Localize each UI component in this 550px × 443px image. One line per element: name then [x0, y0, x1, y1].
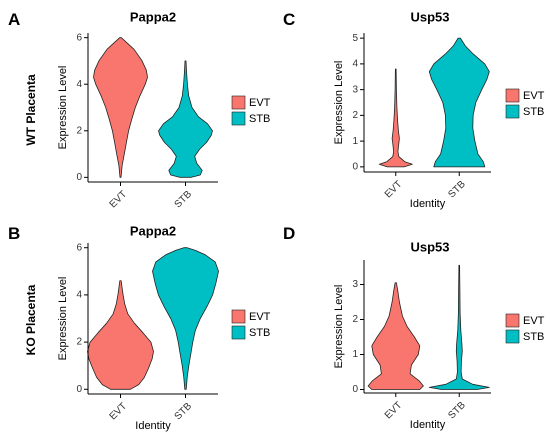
y-tick-label: 2 [352, 110, 358, 121]
chart-title: Usp53 [410, 9, 449, 24]
y-tick-label: 1 [352, 349, 358, 360]
violin-evt [378, 68, 413, 168]
legend-label-stb: STB [523, 331, 544, 343]
x-tick-label: STB [173, 189, 195, 211]
y-tick-label: 4 [76, 290, 82, 301]
legend-label-evt: EVT [249, 311, 271, 323]
chart-title: Pappa2 [130, 9, 176, 24]
y-tick-label: 6 [76, 242, 82, 253]
chart-title: Pappa2 [130, 223, 176, 238]
legend-swatch-evt [231, 309, 246, 324]
y-tick-label: 5 [352, 33, 358, 44]
violin-evt [87, 280, 154, 390]
y-tick-label: 1 [352, 136, 358, 147]
y-tick-label: 3 [352, 84, 358, 95]
legend-label-stb: STB [249, 113, 270, 125]
x-tick-label: EVT [108, 401, 130, 423]
chart-title: Usp53 [410, 239, 449, 254]
legend-swatch-stb [231, 325, 246, 340]
legend-swatch-stb [231, 111, 246, 126]
x-axis-label: Identity [410, 198, 446, 210]
panel-a: A Pappa2 0 2 4 6 EVT STB Expression Level EVT STB [8, 9, 271, 210]
legend-label-evt: EVT [249, 97, 271, 109]
legend-swatch-evt [505, 88, 520, 103]
violin-stb [158, 60, 213, 178]
x-tick-label: STB [446, 179, 468, 201]
panel-d: D Usp53 0 1 2 3 EVT STB Expression Level Identity… [283, 224, 545, 431]
legend-swatch-evt [231, 95, 246, 110]
panel-b: B Pappa2 0 2 4 6 EVT STB Expression Level Identit… [8, 223, 271, 432]
x-tick-label: STB [446, 400, 468, 422]
row-label: WT Placenta [24, 74, 38, 146]
violin-evt [93, 37, 148, 178]
panel-letter: D [283, 224, 295, 243]
legend-label-stb: STB [523, 106, 544, 118]
x-tick-label: EVT [108, 189, 130, 211]
x-axis-label: Identity [410, 419, 446, 431]
x-tick-label: STB [173, 401, 195, 423]
panel-c: C Usp53 0 1 2 3 4 5 EVT STB Expression Level Identi… [283, 9, 545, 210]
y-axis-label: Expression Level [333, 61, 345, 145]
y-axis-label: Expression Level [333, 285, 345, 369]
y-tick-label: 6 [76, 32, 82, 43]
legend-swatch-stb [505, 104, 520, 119]
panel-letter: B [8, 224, 20, 243]
legend-label-evt: EVT [523, 315, 545, 327]
legend-swatch-stb [505, 329, 520, 344]
legend-label-stb: STB [249, 327, 270, 339]
y-tick-label: 0 [76, 384, 82, 395]
panel-letter: C [283, 10, 295, 29]
y-tick-label: 0 [76, 172, 82, 183]
violin-evt [367, 282, 424, 390]
y-tick-label: 2 [76, 337, 82, 348]
y-tick-label: 3 [352, 279, 358, 290]
y-tick-label: 2 [76, 125, 82, 136]
violin-stb [152, 247, 219, 390]
panel-letter: A [8, 10, 20, 29]
x-tick-label: EVT [383, 179, 405, 201]
y-axis-label: Expression Level [57, 277, 69, 361]
x-axis-label: Identity [135, 420, 171, 432]
y-tick-label: 0 [352, 161, 358, 172]
legend-label-evt: EVT [523, 90, 545, 102]
y-axis-label: Expression Level [57, 66, 69, 150]
legend-swatch-evt [505, 313, 520, 328]
y-tick-label: 4 [352, 59, 358, 70]
violin-stb [428, 264, 490, 390]
x-tick-label: EVT [383, 400, 405, 422]
y-tick-label: 2 [352, 314, 358, 325]
violin-stb [428, 37, 490, 168]
row-label: KO Placenta [24, 284, 38, 355]
y-tick-label: 4 [76, 79, 82, 90]
y-tick-label: 0 [352, 384, 358, 395]
